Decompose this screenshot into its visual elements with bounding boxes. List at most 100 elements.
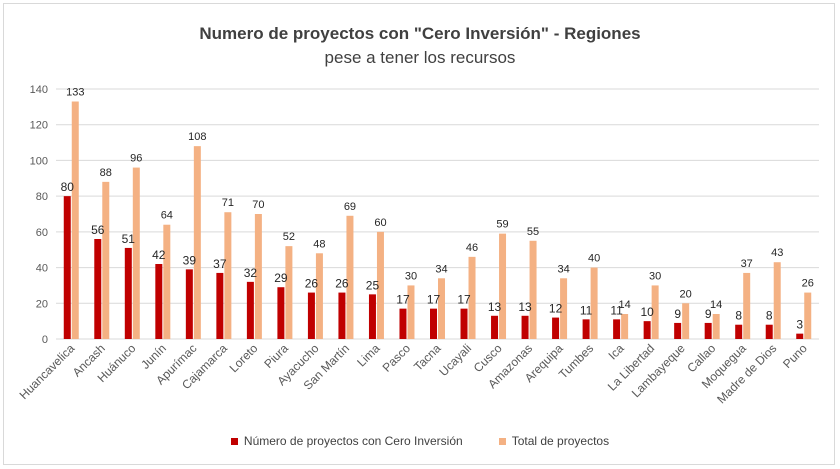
bar-series1 [582,319,590,339]
bar-series1 [735,324,743,339]
data-label-series2: 34 [435,263,447,275]
data-label-series1: 3 [796,318,803,332]
y-tick-label: 40 [36,263,48,275]
bar-series1 [491,315,499,339]
bar-series2 [132,167,140,339]
data-label-series2: 30 [405,270,417,282]
bar-series2 [804,292,812,339]
y-tick-label: 120 [30,120,48,132]
bar-series2 [590,267,598,339]
legend: Número de proyectos con Cero Inversión T… [4,434,836,448]
data-label-series1: 12 [549,302,563,316]
data-label-series1: 42 [152,248,166,262]
data-label-series2: 30 [649,270,661,282]
data-label-series2: 37 [741,258,753,270]
bar-series1 [521,315,529,339]
legend-label-series2: Total de proyectos [511,434,610,448]
data-label-series2: 96 [130,153,142,165]
bar-series2 [773,262,781,339]
bar-series1 [63,196,71,339]
data-label-series1: 26 [305,277,319,291]
legend-item-series2: Total de proyectos [498,434,610,448]
bar-series2 [560,278,568,339]
bar-series1 [460,308,468,339]
data-label-series1: 17 [396,293,410,307]
x-tick-label: Ucayali [436,341,474,379]
data-label-series1: 39 [183,253,197,267]
data-label-series1: 80 [61,180,75,194]
bar-series1 [765,324,773,339]
data-label-series2: 26 [802,278,814,290]
data-label-series2: 34 [557,263,569,275]
data-label-series1: 26 [335,277,349,291]
bar-series2 [529,240,537,339]
chart-title: Numero de proyectos con "Cero Inversión"… [199,24,641,43]
bar-series1 [399,308,407,339]
data-label-series2: 14 [710,299,722,311]
data-label-series1: 11 [610,303,623,317]
chart-plot: 02040608010012014080133Huancavelica5688A… [17,84,819,406]
bar-series2 [438,278,445,339]
data-label-series2: 71 [222,197,234,209]
data-label-series1: 17 [427,293,441,307]
data-label-series1: 9 [674,307,681,321]
chart-subtitle: pese a tener los recursos [324,48,516,67]
bar-series1 [277,287,285,339]
bar-series1 [643,321,651,339]
data-label-series2: 46 [466,242,478,254]
data-label-series1: 32 [244,266,258,280]
y-tick-label: 60 [36,227,48,239]
data-label-series2: 59 [496,219,508,231]
data-label-series2: 14 [618,299,630,311]
y-tick-label: 140 [30,84,48,96]
x-tick-label: Huancavelica [17,341,78,402]
data-label-series1: 8 [766,309,773,323]
data-label-series1: 9 [705,307,712,321]
bar-series1 [796,333,804,339]
bar-series2 [468,256,476,339]
bar-series2 [682,303,690,339]
bar-series2 [743,272,751,339]
x-tick-label: Puno [780,341,810,371]
x-tick-label: Loreto [227,341,261,375]
data-label-series1: 25 [366,278,380,292]
x-tick-label: Tumbes [556,341,596,381]
y-tick-label: 80 [36,191,48,203]
y-tick-label: 0 [42,334,48,346]
data-label-series2: 40 [588,253,600,265]
bar-series1 [94,239,102,339]
x-tick-label: Pasco [380,341,414,375]
bar-series1 [307,292,315,339]
bar-series2 [712,314,720,339]
data-label-series1: 51 [122,232,136,246]
data-label-series1: 13 [518,300,532,314]
y-tick-label: 100 [30,155,48,167]
x-tick-label: Lima [354,341,383,370]
x-tick-label: Ica [606,341,627,362]
bar-series1 [613,319,621,339]
data-label-series2: 20 [680,288,692,300]
data-label-series2: 133 [66,87,84,99]
bar-series2 [315,253,323,339]
bar-series2 [651,285,659,339]
data-label-series2: 69 [344,201,356,213]
legend-swatch-series2 [498,437,506,445]
bar-series2 [193,146,201,339]
legend-item-series1: Número de proyectos con Cero Inversión [230,434,463,448]
data-label-series2: 60 [374,217,386,229]
data-label-series2: 52 [283,231,295,243]
data-label-series2: 108 [188,131,206,143]
data-label-series2: 55 [527,226,539,238]
bar-series2 [621,314,629,339]
bar-series1 [704,322,712,339]
data-label-series1: 56 [91,223,105,237]
bar-series1 [216,272,224,339]
y-tick-label: 20 [36,298,48,310]
legend-swatch-series1 [230,437,238,445]
bar-series2 [376,231,384,339]
data-label-series1: 29 [274,271,288,285]
bar-series2 [163,224,171,339]
bar-series1 [155,264,163,339]
bar-series2 [102,181,110,339]
data-label-series1: 8 [735,309,742,323]
